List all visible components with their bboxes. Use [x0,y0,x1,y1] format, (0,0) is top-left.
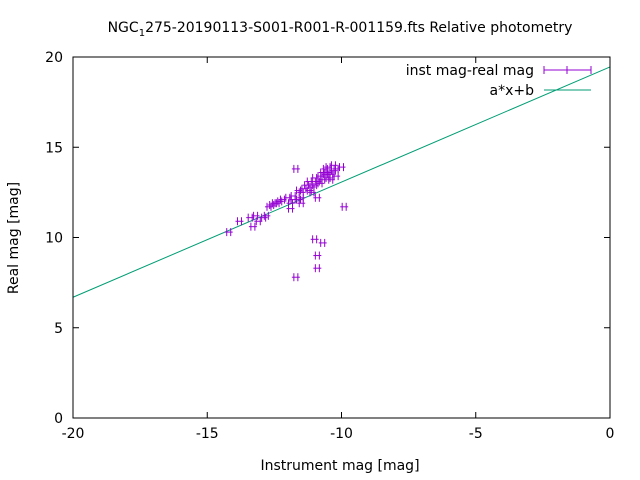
data-point [224,228,233,237]
data-point [329,161,338,170]
y-axis-label: Real mag [mag] [6,182,22,294]
y-tick-label: 15 [45,140,63,156]
legend-sample-points [543,66,592,74]
data-point [235,217,244,226]
y-tick-label: 5 [54,321,63,337]
data-point [302,181,311,190]
data-point [289,191,298,200]
data-points-series [224,161,349,282]
data-point [316,172,325,181]
x-tick-label: -10 [330,426,353,442]
y-tick-label: 20 [45,50,63,66]
data-point [273,199,282,208]
data-point [294,195,303,204]
data-point [318,238,327,247]
data-point [291,273,300,282]
data-point [307,182,316,191]
data-point [326,170,335,179]
chart-title: NGC1275-20190113-S001-R001-R-001159.fts … [108,20,573,39]
data-point [324,168,333,177]
x-tick-label: -5 [469,426,483,442]
data-point [275,197,284,206]
y-tick-label: 10 [45,231,63,247]
data-point [310,235,319,244]
data-point [248,222,257,231]
data-point [246,213,255,222]
data-point [254,217,263,226]
data-point [329,166,338,175]
data-point [305,177,314,186]
chart-title-subscript: 1 [139,28,145,39]
data-point [286,199,295,208]
chart-title-main: NGC [108,20,139,36]
data-point [326,175,335,184]
data-point [262,211,271,220]
fit-line [72,66,611,298]
axis-ticks: -20 -15 -10 -5 0 0 5 10 15 20 [45,50,614,442]
data-point [297,188,306,197]
data-point [313,193,322,202]
data-point [318,175,327,184]
x-tick-label: -20 [62,426,85,442]
y-tick-label: 0 [54,411,63,427]
plot-frame [72,56,611,419]
data-point [321,164,330,173]
data-point [267,201,276,210]
data-point [340,202,349,211]
chart-title-rest: 275-20190113-S001-R001-R-001159.fts Rela… [145,20,572,36]
x-axis-label: Instrument mag [mag] [260,458,419,474]
data-point [297,199,306,208]
data-point [332,172,341,181]
x-tick-label: -15 [196,426,219,442]
fit-line-series [72,66,611,298]
data-point [313,177,322,186]
data-point [286,204,295,213]
data-point [299,184,308,193]
data-point [310,173,319,182]
data-point [316,179,325,188]
x-tick-label: 0 [606,426,615,442]
data-point [337,163,346,172]
data-point [265,202,274,211]
data-point [259,213,268,222]
data-point [332,164,341,173]
data-point [251,211,260,220]
legend-label-points: inst mag-real mag [406,63,534,79]
data-point [278,195,287,204]
data-point [283,193,292,202]
data-point [291,164,300,173]
data-point [310,181,319,190]
data-point [324,163,333,172]
legend-label-line: a*x+b [490,83,535,99]
data-point [305,186,314,195]
data-point [313,251,322,260]
data-point [324,173,333,182]
data-point [313,264,322,273]
legend: inst mag-real mag a*x+b [406,63,592,99]
data-point [294,186,303,195]
